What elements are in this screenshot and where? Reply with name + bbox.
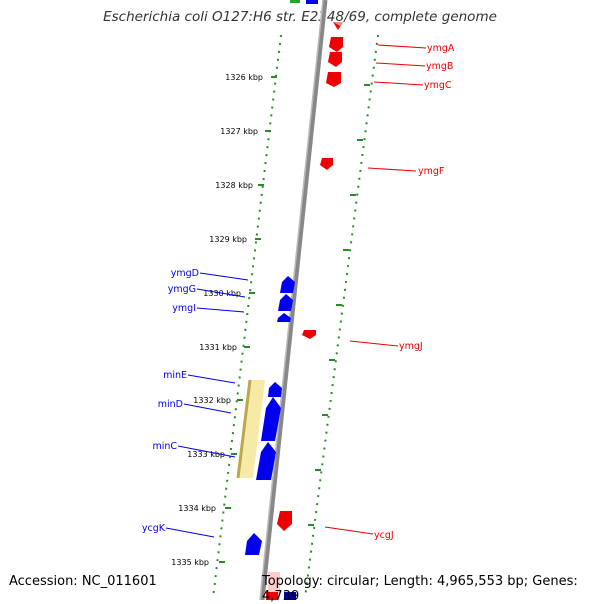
- forward-genes[interactable]: [245, 276, 295, 555]
- accession-label: Accession: NC_011601: [9, 574, 157, 589]
- gene-label-ymgG[interactable]: ymgG: [168, 284, 196, 295]
- gene-label-minD[interactable]: minD: [158, 399, 183, 410]
- scale-label: 1334 kbp: [178, 504, 216, 513]
- gene-label-ymgC[interactable]: ymgC: [424, 80, 452, 91]
- gene-label-ymgF[interactable]: ymgF: [418, 166, 444, 177]
- gene-bottom-partial[interactable]: [266, 572, 296, 600]
- gene-ymgA[interactable]: [329, 37, 343, 52]
- gene-ycgJ[interactable]: [277, 511, 292, 531]
- gene-label-ymgA[interactable]: ymgA: [427, 43, 455, 54]
- gene-ymgB[interactable]: [328, 52, 342, 67]
- gene-ymgJ[interactable]: [302, 330, 316, 339]
- gene-top-partial[interactable]: [290, 0, 343, 30]
- reverse-genes[interactable]: [277, 37, 343, 531]
- gene-ymgF[interactable]: [320, 158, 333, 170]
- scale-label: 1332 kbp: [193, 396, 231, 405]
- gene-minC[interactable]: [256, 442, 276, 480]
- forward-label-leaders: [165, 272, 249, 538]
- scale-label: 1331 kbp: [199, 343, 237, 352]
- gene-label-ycgK[interactable]: ycgK: [142, 523, 166, 534]
- scale-label: 1326 kbp: [225, 73, 263, 82]
- scale-ticks-outer: [308, 84, 370, 526]
- gene-label-ycgJ[interactable]: ycgJ: [374, 530, 394, 541]
- gene-label-ymgD[interactable]: ymgD: [171, 268, 199, 279]
- scale-label: 1333 kbp: [187, 450, 225, 459]
- gene-label-ymgJ[interactable]: ymgJ: [399, 341, 423, 352]
- scale-label: 1327 kbp: [220, 127, 258, 136]
- gene-ymgI[interactable]: [277, 313, 291, 322]
- gene-ymgC[interactable]: [326, 72, 341, 87]
- scale-ticks: [219, 76, 277, 563]
- gene-ymgG[interactable]: [278, 294, 293, 311]
- gene-label-minC[interactable]: minC: [152, 441, 177, 452]
- gene-label-minE[interactable]: minE: [163, 370, 187, 381]
- scale-label: 1329 kbp: [209, 235, 247, 244]
- reverse-label-leaders: [324, 44, 427, 535]
- gene-minD[interactable]: [261, 397, 281, 441]
- gene-label-ymgI[interactable]: ymgI: [172, 303, 196, 314]
- min-operon-highlight: [236, 379, 265, 479]
- gene-ymgD[interactable]: [280, 276, 295, 293]
- scale-label: 1335 kbp: [171, 558, 209, 567]
- scale-track-inner: [212, 34, 282, 599]
- gene-label-ymgB[interactable]: ymgB: [426, 61, 453, 72]
- gene-ycgK[interactable]: [245, 533, 262, 555]
- scale-label: 1328 kbp: [215, 181, 253, 190]
- scale-track-outer: [304, 34, 379, 599]
- map-title: Escherichia coli O127:H6 str. E2348/69, …: [103, 9, 497, 25]
- gene-minE[interactable]: [268, 382, 282, 397]
